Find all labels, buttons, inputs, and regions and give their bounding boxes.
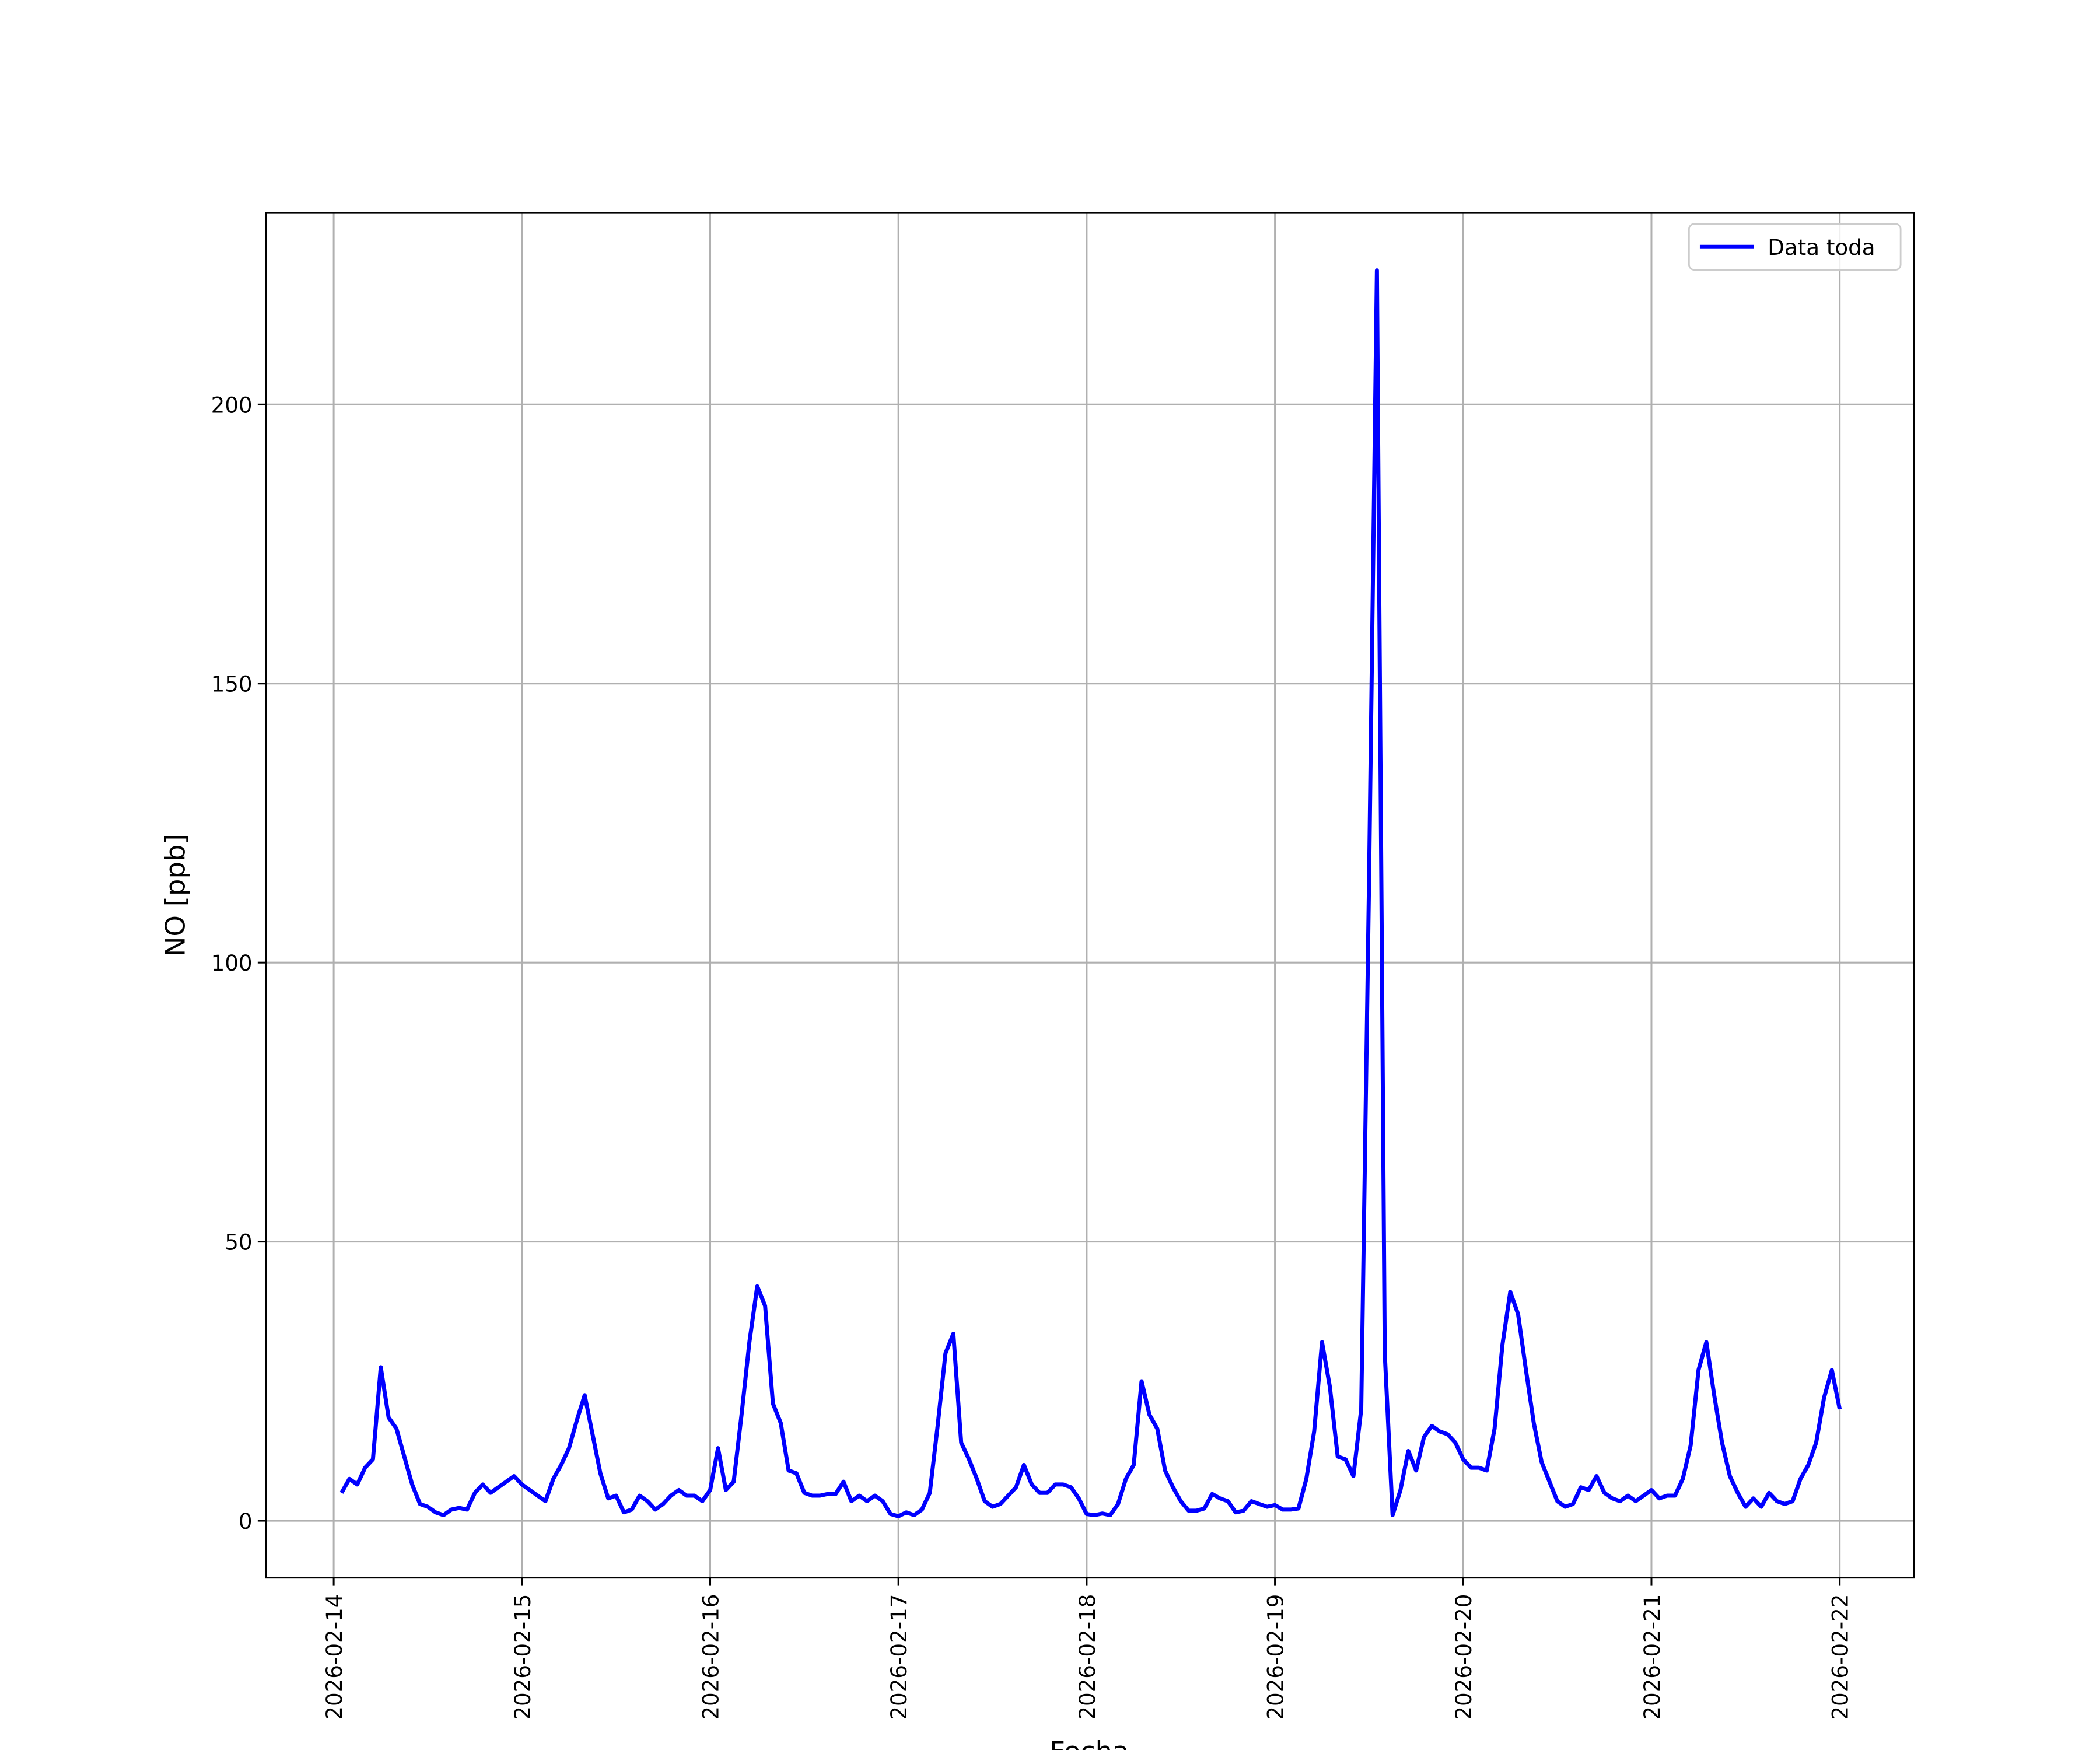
y-tick-label: 100 bbox=[211, 950, 253, 976]
y-tick-label: 200 bbox=[211, 392, 253, 418]
data-line bbox=[340, 268, 1842, 1518]
plot-frame bbox=[265, 212, 1915, 1579]
x-tick-label: 2026-02-20 bbox=[1451, 1594, 1476, 1720]
y-tick-label: 150 bbox=[211, 671, 253, 697]
x-tick-label: 2026-02-19 bbox=[1263, 1594, 1289, 1720]
legend: Data toda bbox=[1688, 223, 1902, 271]
y-axis-label: NO [ppb] bbox=[159, 834, 191, 957]
x-tick-label: 2026-02-21 bbox=[1639, 1594, 1665, 1720]
x-axis-label: Fecha bbox=[1049, 1736, 1129, 1750]
legend-label: Data toda bbox=[1768, 235, 1875, 260]
y-tick-label: 50 bbox=[225, 1230, 252, 1255]
x-tick-label: 2026-02-18 bbox=[1074, 1594, 1100, 1720]
legend-box bbox=[1688, 223, 1902, 271]
y-tick-label: 0 bbox=[239, 1508, 253, 1534]
x-tick-label: 2026-02-17 bbox=[886, 1594, 912, 1720]
x-tick-label: 2026-02-14 bbox=[321, 1594, 347, 1720]
x-tick-label: 2026-02-22 bbox=[1828, 1594, 1853, 1720]
x-tick-label: 2026-02-16 bbox=[698, 1594, 723, 1720]
x-tick-label: 2026-02-15 bbox=[510, 1594, 536, 1720]
